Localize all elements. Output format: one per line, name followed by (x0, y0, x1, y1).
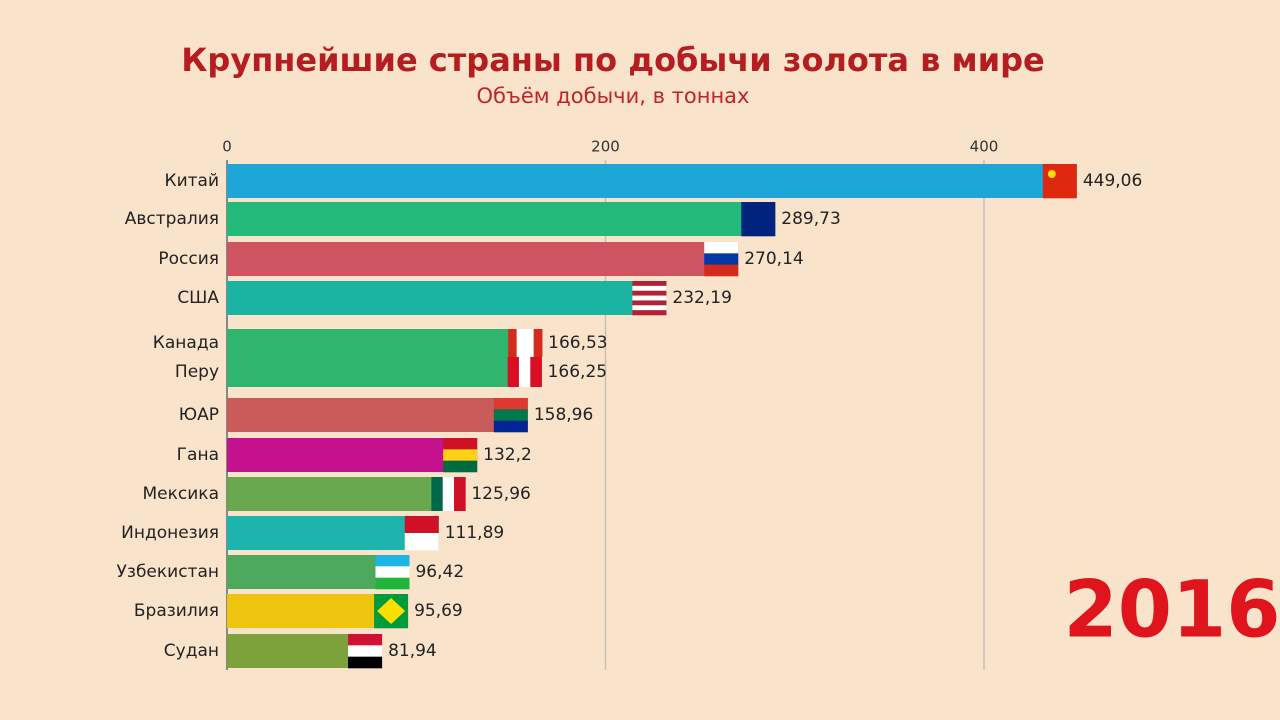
flag-stripe (507, 357, 520, 387)
bar (227, 357, 542, 387)
flag-stripe (443, 449, 478, 461)
flag-stripe (375, 577, 410, 590)
value-label: 449,06 (1083, 171, 1142, 191)
flag-stripe (348, 645, 383, 657)
flag (431, 477, 466, 511)
flag-stripe (518, 357, 531, 387)
category-label: Гана (177, 445, 219, 465)
flag-stripe (632, 285, 667, 292)
flag-stripe (377, 598, 406, 624)
flag-stripe (632, 310, 667, 316)
flag-stripe (493, 409, 528, 421)
flag-stripe (431, 477, 444, 511)
flag-stripe (404, 533, 439, 551)
flag-stripe (375, 555, 410, 567)
flag-stripe (704, 253, 739, 265)
flag (443, 438, 478, 473)
flag-stripe (516, 329, 526, 357)
category-label: Канада (153, 333, 219, 353)
flag-stripe (348, 634, 383, 646)
category-label: США (177, 288, 219, 308)
flag-stripe (632, 290, 667, 296)
value-label: 81,94 (388, 641, 437, 661)
flag-stripe (442, 477, 455, 511)
flag-stripe (741, 202, 776, 237)
flag-stripe (375, 566, 410, 578)
category-label: Россия (158, 249, 219, 269)
category-label: Судан (164, 641, 219, 661)
category-label: Австралия (125, 209, 219, 229)
year-label: 2016 (1063, 565, 1280, 655)
flag-stripe (632, 295, 667, 301)
bar (227, 329, 543, 357)
flag-stripe (348, 656, 383, 669)
flag-stripe (404, 516, 439, 534)
value-label: 166,25 (548, 362, 607, 382)
bar (227, 477, 466, 511)
category-label: Мексика (143, 484, 219, 504)
flag-stripe (1042, 164, 1077, 199)
value-label: 95,69 (414, 601, 463, 621)
flag (493, 398, 528, 433)
flag-stripe (704, 264, 739, 277)
flag (404, 516, 439, 551)
flag-stripe (493, 420, 528, 433)
flag (374, 594, 409, 629)
flag (704, 242, 739, 277)
value-label: 158,96 (534, 405, 593, 425)
flag (1042, 164, 1077, 199)
category-label: Индонезия (121, 523, 219, 543)
flag (375, 555, 410, 590)
bar (227, 202, 776, 236)
flag-stripe (508, 329, 517, 357)
category-label: Бразилия (134, 601, 219, 621)
flag-stripe (443, 460, 478, 473)
value-label: 132,2 (483, 445, 532, 465)
bar (227, 438, 478, 472)
category-label: Перу (175, 362, 219, 382)
value-label: 96,42 (415, 562, 464, 582)
x-tick-label: 0 (222, 138, 232, 156)
value-label: 270,14 (744, 249, 803, 269)
flag (741, 202, 776, 237)
flag (348, 634, 383, 669)
bar (227, 164, 1077, 198)
flag-stripe (632, 281, 667, 287)
flag-stripe (632, 305, 667, 311)
category-label: ЮАР (179, 405, 219, 425)
flag-stripe (493, 398, 528, 410)
value-label: 166,53 (548, 333, 607, 353)
value-label: 125,96 (471, 484, 530, 504)
flag-stripe (525, 329, 534, 357)
x-tick-label: 400 (970, 138, 999, 156)
value-label: 232,19 (672, 288, 731, 308)
flag (507, 357, 542, 387)
flag (508, 329, 543, 357)
flag (632, 281, 667, 316)
bar (227, 398, 528, 432)
bar (227, 242, 739, 276)
bar (227, 281, 667, 315)
flag-stripe (443, 438, 478, 450)
flag-stripe (1047, 170, 1056, 178)
x-tick-label: 200 (591, 138, 620, 156)
flag-stripe (530, 357, 542, 387)
chart-title: Крупнейшие страны по добычи золота в мир… (181, 41, 1044, 79)
bar (227, 516, 439, 550)
flag-stripe (632, 300, 667, 306)
chart-subtitle: Объём добычи, в тоннах (477, 84, 750, 108)
flag-stripe (533, 329, 543, 357)
value-label: 289,73 (781, 209, 840, 229)
category-label: Узбекистан (117, 562, 219, 582)
flag-stripe (704, 242, 739, 254)
value-label: 111,89 (445, 523, 504, 543)
category-label: Китай (165, 171, 220, 191)
flag-stripe (454, 477, 466, 511)
